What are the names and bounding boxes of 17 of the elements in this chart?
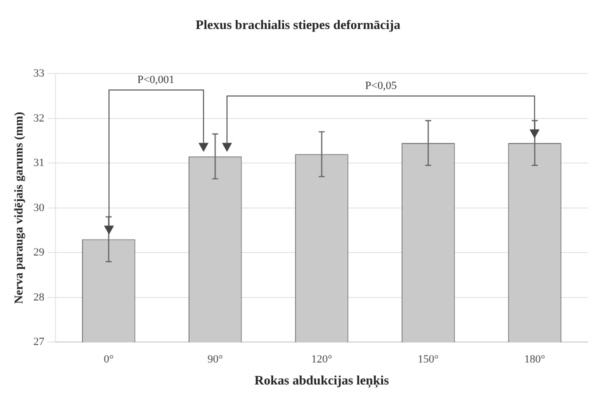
x-tick-label: 120°: [311, 354, 332, 366]
x-tick-label: 90°: [207, 354, 223, 366]
annotation: P<0,05: [364, 80, 398, 92]
x-axis-title: Rokas abdukcijas leņķis: [254, 372, 389, 389]
y-tick-label: 29: [33, 246, 45, 259]
x-tick-label: 150°: [418, 354, 439, 366]
annotation: P<0,001: [136, 74, 176, 86]
x-tick-label: 180°: [524, 354, 546, 366]
y-tick-label: 30: [33, 202, 45, 214]
y-tick-label: 31: [33, 157, 44, 170]
y-tick-label: 32: [33, 112, 44, 124]
x-tick-label: 0°: [104, 354, 114, 366]
chart-title: Plexus brachialis stiepes deformācija: [196, 17, 401, 32]
y-tick-label: 27: [33, 336, 45, 348]
y-tick-label: 33: [33, 67, 45, 80]
y-axis-title: Nerva parauga vidējais garums (mm): [11, 112, 26, 304]
y-tick-label: 28: [33, 291, 45, 304]
